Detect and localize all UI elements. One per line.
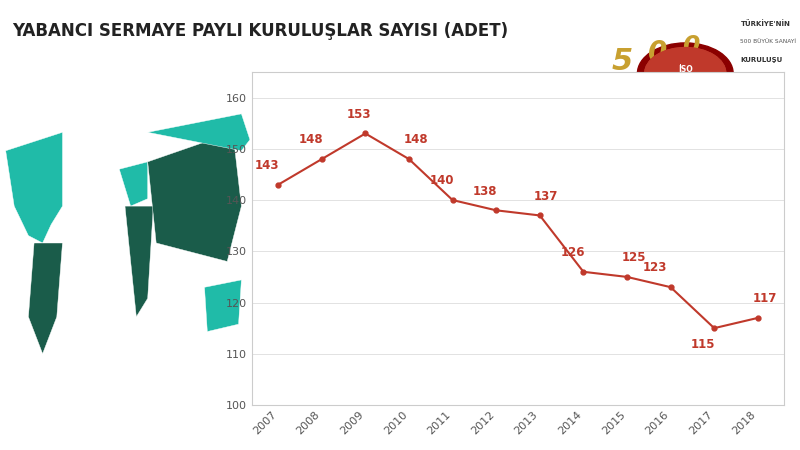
Text: 5: 5 (612, 47, 633, 76)
Text: 123: 123 (643, 261, 667, 274)
Text: 500 BÜYÜK SANAYİ: 500 BÜYÜK SANAYİ (741, 39, 797, 44)
Polygon shape (29, 243, 62, 354)
Text: 143: 143 (255, 159, 279, 172)
Text: 2018: 2018 (741, 84, 779, 98)
Text: 126: 126 (560, 246, 585, 259)
Text: 125: 125 (622, 251, 646, 264)
Text: TÜRKİYE'NİN: TÜRKİYE'NİN (741, 19, 790, 27)
Text: 140: 140 (430, 174, 454, 187)
Polygon shape (148, 114, 250, 151)
Text: YABANCI SERMAYE PAYLI KURULUŞLAR SAYISI (ADET): YABANCI SERMAYE PAYLI KURULUŞLAR SAYISI … (12, 22, 508, 40)
Text: 115: 115 (691, 338, 715, 351)
Text: 153: 153 (346, 108, 371, 121)
Polygon shape (205, 280, 242, 332)
Text: 0: 0 (682, 35, 699, 58)
Text: KURULUŞU: KURULUŞU (741, 58, 782, 63)
Text: 138: 138 (473, 184, 498, 198)
Text: 148: 148 (298, 133, 323, 146)
Text: 148: 148 (403, 133, 428, 146)
Polygon shape (125, 206, 154, 317)
Text: 117: 117 (752, 292, 777, 305)
Polygon shape (148, 132, 242, 261)
Text: İSO: İSO (678, 65, 693, 74)
Circle shape (645, 48, 726, 99)
Circle shape (645, 48, 726, 99)
Text: ~~~: ~~~ (680, 80, 690, 84)
Circle shape (638, 43, 733, 104)
Text: 137: 137 (534, 189, 558, 202)
Polygon shape (6, 132, 62, 243)
Text: 0: 0 (649, 40, 668, 68)
Polygon shape (119, 162, 148, 206)
